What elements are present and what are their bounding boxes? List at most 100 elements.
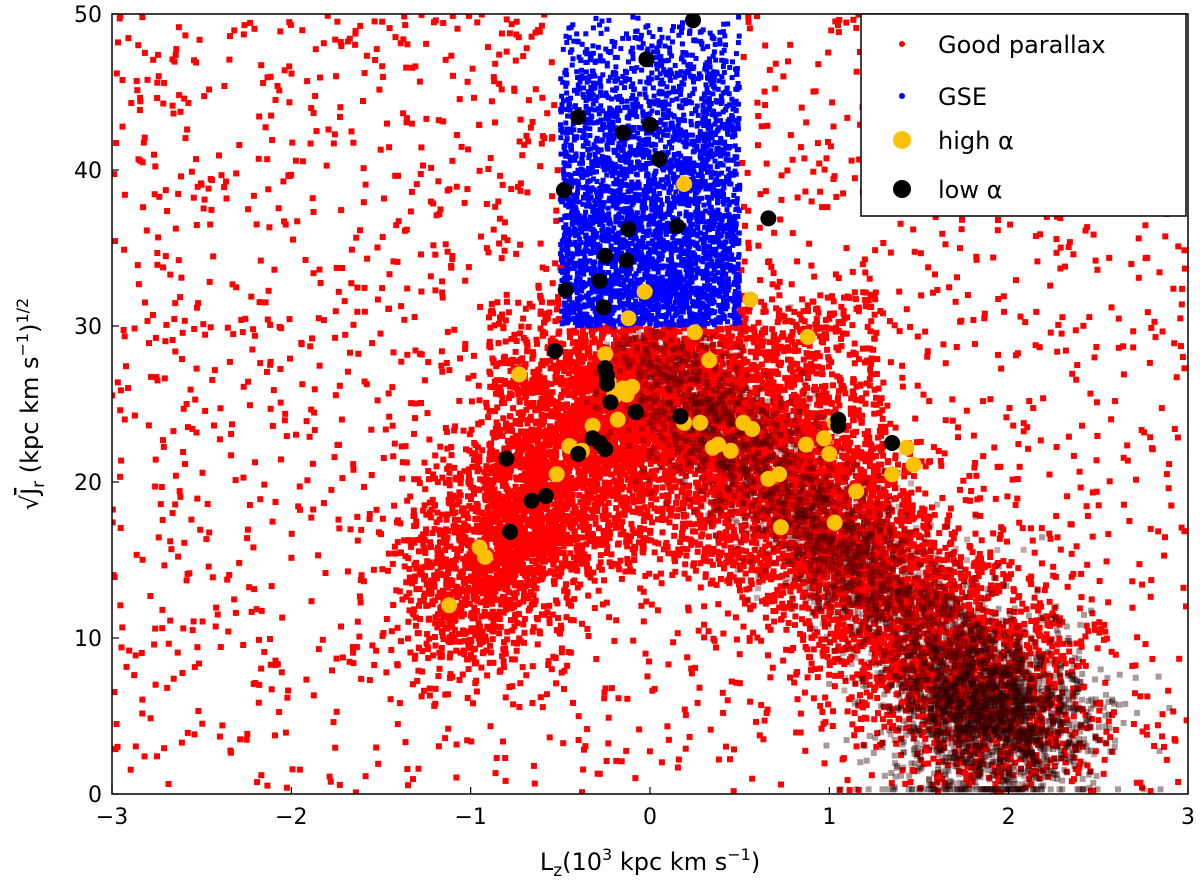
good-parallax-point [480,650,486,657]
good-parallax-point [178,739,185,746]
good-parallax-point [1026,398,1033,404]
good-parallax-point [520,53,527,60]
good-parallax-point [531,557,538,564]
good-parallax-point [1089,489,1096,496]
good-parallax-point [363,52,370,59]
good-parallax-point [949,417,956,424]
good-parallax-point [257,496,264,503]
good-parallax-point [447,650,454,657]
good-parallax-point [1032,342,1039,349]
good-parallax-point [502,755,509,761]
good-parallax-point [317,74,323,81]
good-parallax-point [219,722,226,729]
good-parallax-point [682,745,689,752]
good-parallax-point [998,365,1005,372]
good-parallax-point [606,614,613,621]
good-parallax-point [336,525,343,532]
good-parallax-point [446,639,453,646]
good-parallax-point [310,506,317,513]
good-parallax-point [361,483,367,490]
good-parallax-point [1065,244,1072,250]
good-parallax-point [648,601,655,608]
good-parallax-point [957,318,964,325]
good-parallax-point [949,396,956,403]
good-parallax-point [160,264,167,271]
good-parallax-point [579,789,585,794]
good-parallax-point [465,584,472,591]
good-parallax-point [278,456,284,463]
good-parallax-point [1034,586,1041,593]
good-parallax-point [496,668,503,675]
good-parallax-point [819,204,826,211]
good-parallax-point [963,594,970,601]
good-parallax-point [419,564,426,571]
good-parallax-point [308,598,315,605]
good-parallax-point [135,281,142,288]
good-parallax-point [1029,537,1036,544]
good-parallax-point [450,72,456,79]
good-parallax-point [434,479,441,485]
good-parallax-point [471,94,477,101]
good-parallax-point [141,753,148,760]
good-parallax-point [418,288,425,295]
good-parallax-point [575,737,582,743]
good-parallax-point [528,33,535,40]
good-parallax-point [207,221,214,228]
good-parallax-point [1001,308,1007,315]
good-parallax-point [868,361,874,368]
good-parallax-point [476,397,483,404]
good-parallax-point [344,368,351,375]
good-parallax-point [128,100,135,106]
good-parallax-point [581,473,588,480]
good-parallax-point [545,658,552,665]
good-parallax-point [835,275,842,281]
good-parallax-point [333,655,340,662]
good-parallax-point [205,563,212,570]
good-parallax-point [1120,454,1127,461]
good-parallax-point [1166,461,1173,468]
good-parallax-point [581,746,587,753]
good-parallax-point [423,115,430,122]
good-parallax-point [428,164,435,171]
good-parallax-point [425,644,432,651]
good-parallax-point [428,589,435,596]
good-parallax-point [827,143,834,150]
good-parallax-point [866,275,873,282]
good-parallax-point [972,460,979,466]
good-parallax-point [537,508,544,515]
good-parallax-point [475,382,482,389]
good-parallax-point [585,592,592,599]
good-parallax-point [251,586,258,593]
good-parallax-point [285,172,292,179]
good-parallax-point [776,278,783,285]
good-parallax-point [185,99,192,106]
good-parallax-point [495,596,502,603]
good-parallax-point [270,387,277,394]
good-parallax-point [473,688,480,695]
good-parallax-point [347,526,354,533]
good-parallax-point [801,689,808,696]
good-parallax-point [477,528,484,535]
good-parallax-point [427,273,434,280]
good-parallax-point [266,224,273,231]
good-parallax-point [553,680,560,687]
good-parallax-point [309,335,315,342]
good-parallax-point [453,183,460,190]
good-parallax-point [474,468,481,475]
good-parallax-point [439,294,446,301]
good-parallax-point [468,651,474,658]
good-parallax-point [200,321,207,328]
good-parallax-point [1151,743,1158,749]
good-parallax-point [449,256,456,263]
good-parallax-point [193,59,200,66]
good-parallax-point [1031,594,1038,601]
good-parallax-point [499,181,506,188]
good-parallax-point [388,628,395,635]
good-parallax-point [479,639,486,646]
good-parallax-point [228,749,234,756]
good-parallax-point [420,597,427,604]
good-parallax-point [780,73,787,80]
good-parallax-point [504,582,511,589]
good-parallax-point [379,566,386,573]
good-parallax-point [512,594,519,601]
